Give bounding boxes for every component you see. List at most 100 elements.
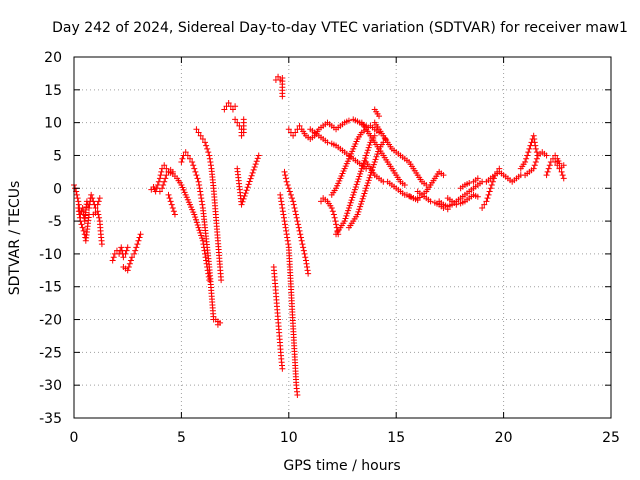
data-point [360, 160, 367, 167]
data-point [282, 221, 289, 228]
data-point [479, 204, 486, 211]
x-tick-label: 20 [495, 430, 513, 446]
data-point [373, 153, 380, 160]
data-point [474, 175, 481, 182]
data-point [194, 175, 201, 182]
data-point [341, 218, 348, 225]
data-point [197, 188, 204, 195]
data-point [363, 185, 370, 192]
data-point [545, 165, 552, 172]
data-point [302, 257, 309, 264]
data-point [192, 214, 199, 221]
data-point [531, 139, 538, 146]
data-point [453, 201, 460, 208]
data-point [351, 189, 358, 196]
data-point [283, 227, 290, 234]
data-point [76, 214, 83, 221]
data-point [244, 184, 251, 191]
data-point [136, 234, 143, 241]
plot-frame [73, 56, 612, 419]
data-point [330, 211, 337, 218]
data-point [190, 162, 197, 169]
data-point [255, 152, 262, 159]
data-point [191, 165, 198, 172]
trace-arc-19 [307, 126, 370, 172]
data-point [345, 204, 352, 211]
trace-arc-30 [436, 178, 486, 210]
data-point [195, 129, 202, 136]
trace-arc-03 [109, 244, 131, 264]
data-point [290, 201, 297, 208]
data-point [481, 201, 488, 208]
data-point [359, 162, 366, 169]
data-point [343, 212, 350, 219]
data-point [239, 198, 246, 205]
y-tick-label: -30 [39, 378, 62, 394]
data-point [193, 172, 200, 179]
data-point [165, 191, 172, 198]
data-point [355, 176, 362, 183]
y-tick-label: 5 [53, 148, 62, 164]
trace-arc-28 [403, 168, 447, 204]
data-point [533, 149, 540, 156]
data-point [382, 136, 389, 143]
data-point [352, 183, 359, 190]
data-point [168, 201, 175, 208]
data-point [156, 188, 163, 195]
data-point [246, 178, 253, 185]
data-point [427, 198, 434, 205]
data-point [485, 191, 492, 198]
data-point [232, 103, 239, 110]
data-point [332, 218, 339, 225]
data-point [196, 185, 203, 192]
data-point [234, 119, 241, 126]
trace-arc-32 [457, 175, 481, 192]
data-point [560, 162, 567, 169]
trace-arc-27 [371, 106, 383, 120]
data-point [197, 132, 204, 139]
y-tick-label: -35 [39, 411, 62, 427]
data-point [324, 139, 331, 146]
data-point [366, 174, 373, 181]
data-point [225, 99, 232, 106]
trace-arc-15 [270, 264, 286, 372]
data-point [328, 204, 335, 211]
data-point [300, 244, 307, 251]
data-point [284, 234, 291, 241]
data-point [242, 190, 249, 197]
data-point [363, 182, 370, 189]
data-point [161, 178, 168, 185]
trace-arc-14 [272, 73, 286, 100]
data-point [124, 244, 131, 251]
data-point [124, 267, 131, 274]
data-point [178, 159, 185, 166]
data-point [252, 161, 259, 168]
x-tick-labels: 0 5 10 15 20 25 [70, 430, 620, 446]
data-point [299, 241, 306, 248]
data-point [359, 195, 366, 202]
trace-arc-37 [543, 155, 567, 182]
data-point [282, 172, 289, 179]
data-point [196, 227, 203, 234]
data-point [407, 193, 414, 200]
data-point [351, 186, 358, 193]
y-tick-label: 15 [44, 83, 62, 99]
data-point [296, 122, 303, 129]
data-point [221, 106, 228, 113]
data-point [331, 214, 338, 221]
data-point [132, 247, 139, 254]
data-point [474, 193, 481, 200]
data-point [285, 241, 292, 248]
data-point [304, 264, 311, 271]
data-point [277, 191, 284, 198]
data-point [75, 208, 82, 215]
data-point [552, 159, 559, 166]
data-point [486, 188, 493, 195]
trace-arc-25 [371, 119, 430, 188]
data-point [524, 152, 531, 159]
data-point [194, 222, 201, 229]
data-point [488, 181, 495, 188]
data-point [193, 219, 200, 226]
data-point [189, 159, 196, 166]
trace-arc-18 [285, 116, 370, 143]
